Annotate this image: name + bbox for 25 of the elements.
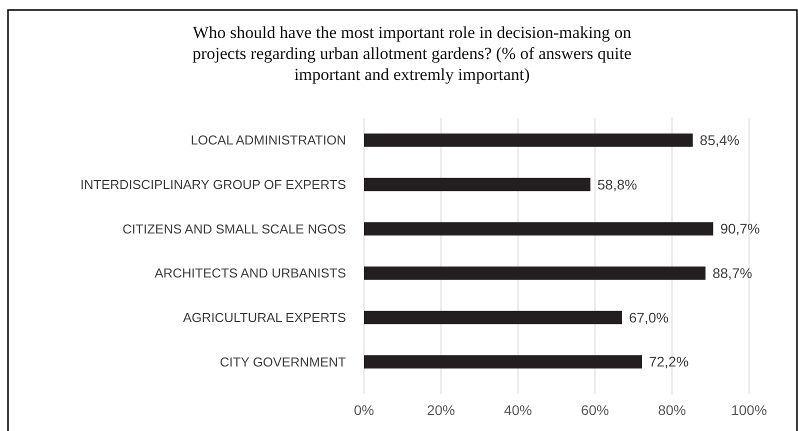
x-tick-label: 100% bbox=[731, 402, 767, 418]
x-tick-label: 20% bbox=[426, 402, 456, 418]
y-tick-label: LOCAL ADMINISTRATION bbox=[190, 132, 346, 148]
y-tick-label: CITY GOVERNMENT bbox=[220, 354, 346, 370]
bar bbox=[364, 266, 706, 280]
data-label: 85,4% bbox=[700, 132, 740, 148]
x-tick-label: 0% bbox=[354, 402, 374, 418]
bar bbox=[364, 134, 693, 147]
data-label: 88,7% bbox=[712, 265, 752, 282]
x-tick-label: 80% bbox=[658, 402, 686, 418]
x-tick-label: 60% bbox=[580, 402, 610, 418]
data-label: 58,8% bbox=[597, 176, 638, 192]
chart-title: Who should have the most important role in decision-making on projects regarding urban allotment gardens? (% of answers quite important and extremly important) bbox=[192, 23, 632, 84]
data-label: 90,7% bbox=[720, 220, 760, 237]
x-tick-label: 40% bbox=[504, 402, 532, 418]
y-tick-label: ARCHITECTS AND URBANISTS bbox=[154, 266, 346, 281]
data-label: 67,0% bbox=[628, 309, 669, 326]
bar bbox=[364, 310, 622, 324]
y-tick-label: AGRICULTURAL EXPERTS bbox=[182, 310, 346, 326]
bar bbox=[364, 355, 642, 368]
y-tick-label: INTERDISCIPLINARY GROUP OF EXPERTS bbox=[80, 177, 346, 192]
y-tick-label: CITIZENS AND SMALL SCALE NGOS bbox=[122, 221, 346, 236]
bar bbox=[364, 222, 714, 236]
bar bbox=[364, 178, 590, 192]
data-label: 72,2% bbox=[648, 354, 689, 370]
